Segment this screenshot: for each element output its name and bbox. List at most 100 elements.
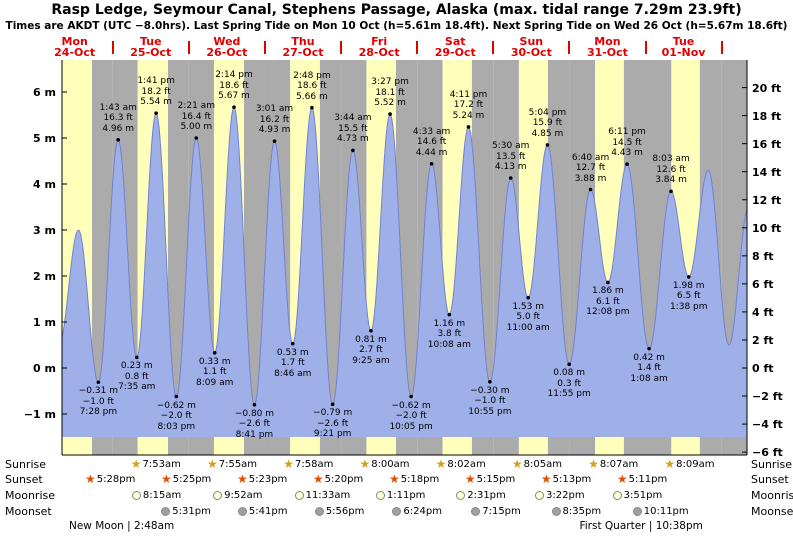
tide-extreme-dot — [588, 187, 593, 192]
day-label: Sat 29-Oct — [417, 36, 493, 58]
sunrise-icon: ★ — [511, 457, 523, 471]
sunset-icon: ★ — [540, 472, 552, 486]
annotation-line: 15.9 ft — [532, 118, 563, 129]
annotation-line: 1.53 m — [512, 301, 544, 312]
annotation-line: 0.23 m — [120, 361, 153, 372]
tide-low-annotation: 1.86 m 6.1 ft 12:08 pm — [572, 286, 644, 318]
annotation-line: 1:08 am — [630, 373, 668, 384]
annotation-line: 8:41 pm — [235, 429, 274, 440]
moonset-icon — [237, 506, 247, 516]
annotation-line: 16.3 ft — [103, 113, 133, 124]
y-axis-label-ft: 4 ft — [752, 305, 774, 319]
y-axis-label-m: 5 m — [33, 132, 56, 145]
moonrise-entry: 9:52am — [213, 489, 262, 501]
page-subtitle: Times are AKDT (UTC −8.0hrs). Last Sprin… — [5, 20, 788, 32]
annotation-line: 8:46 am — [274, 368, 312, 379]
sunrise-icon: ★ — [206, 457, 218, 471]
annotation-line: 8:09 am — [196, 377, 234, 388]
sunset-icon: ★ — [85, 472, 96, 486]
annotation-line: 7:28 pm — [79, 407, 118, 418]
day-label: Fri 28-Oct — [341, 36, 417, 58]
y-axis-label-ft: −4 ft — [752, 418, 783, 432]
annotation-line: 1.1 ft — [202, 367, 227, 378]
sunset-icon: ★ — [160, 472, 172, 486]
tide-extreme-dot — [488, 380, 492, 384]
tide-extreme-dot — [466, 125, 471, 129]
tide-extreme-dot — [351, 148, 355, 153]
tide-extreme-dot — [669, 189, 673, 194]
annotation-line: 5:30 am — [492, 141, 530, 152]
annotation-line: 5.66 m — [296, 91, 328, 102]
annotation-line: 13.5 ft — [496, 151, 526, 162]
sunset-time: 5:20pm — [324, 473, 364, 485]
sunset-icon: ★ — [464, 472, 476, 486]
y-axis-label-m: 3 m — [33, 224, 56, 237]
tide-low-annotation: 1.98 m 6.5 ft 1:38 pm — [653, 281, 725, 313]
day-label-date: 29-Oct — [434, 46, 476, 59]
tide-extreme-dot — [388, 112, 392, 116]
annotation-line: 0.42 m — [633, 352, 665, 363]
sunset-row-label-right: Sunset — [751, 473, 789, 486]
y-axis-label-m: 4 m — [33, 178, 56, 191]
day-boundary-tick — [340, 41, 343, 54]
sunrise-icon: ★ — [435, 457, 447, 471]
sunset-entry: ★ 5:15pm — [465, 473, 515, 485]
y-axis-label-ft: 12 ft — [752, 193, 782, 207]
moonset-time: 7:15pm — [482, 505, 521, 517]
annotation-line: −0.62 m — [156, 400, 196, 411]
annotation-line: 12.6 ft — [656, 164, 686, 175]
annotation-line: 3.88 m — [574, 173, 607, 184]
day-label-dow: Sun — [519, 35, 544, 48]
annotation-line: −1.0 ft — [82, 396, 114, 407]
sunrise-time: 8:00am — [371, 458, 410, 470]
tide-low-annotation: 0.23 m 0.8 ft 7:35 am — [101, 361, 173, 393]
y-axis-label-ft: 10 ft — [752, 221, 782, 235]
annotation-line: 14.6 ft — [416, 137, 447, 148]
moonset-icon — [161, 506, 171, 516]
day-boundary-tick — [187, 41, 190, 54]
annotation-line: −0.30 m — [470, 385, 510, 396]
day-label: Sun 30-Oct — [493, 36, 569, 58]
day-label: Tue 01-Nov — [646, 36, 722, 58]
annotation-line: 3:01 am — [255, 104, 294, 115]
day-label-dow: Thu — [291, 35, 315, 48]
sunrise-time: 8:02am — [447, 458, 486, 470]
sunset-icon: ★ — [388, 472, 400, 486]
tide-low-annotation: 0.81 m 2.7 ft 9:25 am — [335, 335, 407, 367]
moonset-icon — [632, 506, 642, 516]
annotation-line: 1.4 ft — [637, 363, 661, 374]
tide-extreme-dot — [508, 176, 513, 180]
moonset-entry: 6:24pm — [392, 505, 442, 517]
moonset-row-label-left: Moonset — [5, 505, 52, 518]
sunset-row-label-left: Sunset — [5, 473, 43, 486]
tide-extreme-dot — [330, 402, 335, 407]
moonset-time: 8:35pm — [562, 505, 602, 517]
sunrise-entry: ★ 7:55am — [207, 458, 257, 470]
tide-extreme-dot — [545, 143, 550, 147]
sunrise-entry: ★ 8:02am — [436, 458, 486, 470]
sunrise-entry: ★ 8:09am — [664, 458, 714, 470]
sunset-entry: ★ 5:11pm — [617, 473, 667, 485]
tide-extreme-dot — [212, 351, 217, 355]
sunset-entry: ★ 5:18pm — [389, 473, 439, 485]
annotation-line: 12.7 ft — [575, 163, 606, 174]
tide-low-annotation: 0.08 m 0.3 ft 11:55 pm — [533, 368, 605, 400]
moonset-icon — [551, 506, 561, 516]
tide-extreme-dot — [252, 403, 257, 407]
page-title: Rasp Ledge, Seymour Canal, Stephens Pass… — [51, 2, 742, 18]
annotation-line: 15.5 ft — [338, 123, 368, 134]
moonset-entry: 7:15pm — [471, 505, 521, 517]
tide-high-annotation: 2:14 pm 18.6 ft 5.67 m — [198, 70, 270, 102]
tide-extreme-dot — [96, 380, 101, 385]
moonset-entry: 8:35pm — [551, 505, 602, 517]
annotation-line: 10:05 pm — [389, 421, 433, 432]
day-label: Mon 31-Oct — [569, 36, 645, 58]
annotation-line: 17.2 ft — [453, 100, 484, 111]
annotation-line: 16.2 ft — [259, 114, 290, 125]
annotation-line: 7:35 am — [118, 382, 156, 393]
y-axis-label-ft: 8 ft — [752, 249, 774, 263]
sunset-icon: ★ — [616, 472, 628, 486]
moonset-entry: 5:41pm — [237, 505, 287, 517]
moonset-time: 6:24pm — [403, 505, 442, 517]
sunrise-entry: ★ 7:58am — [283, 458, 333, 470]
